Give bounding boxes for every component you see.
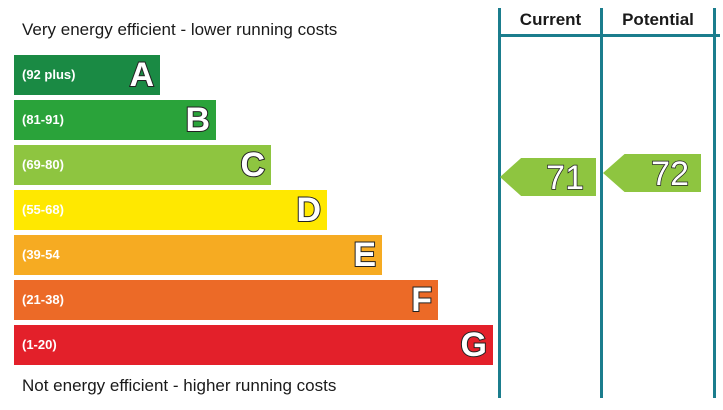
potential-column-header: Potential [622,10,694,29]
band-d: (55-68) D [14,190,327,230]
current-rating-value: 71 [545,158,584,197]
current-column-header: Current [519,10,582,29]
band-range-label: (69-80) [22,157,64,172]
band-g: (1-20) G [14,325,493,365]
band-letter: A [128,55,155,95]
band-f: (21-38) F [14,280,438,320]
potential-rating-arrow: 72 [603,154,701,192]
current-column-divider [498,8,501,398]
top-caption: Very energy efficient - lower running co… [22,20,338,39]
band-e: (39-54 E [14,235,382,275]
header-divider [498,34,720,37]
band-letter: F [410,280,433,320]
bottom-caption: Not energy efficient - higher running co… [22,376,337,395]
band-letter: D [295,190,322,230]
potential-rating-value: 72 [650,154,689,193]
band-letter: E [352,235,377,275]
potential-column-divider [600,8,603,398]
band-b: (81-91) B [14,100,216,140]
band-range-label: (55-68) [22,202,64,217]
right-border [713,8,716,398]
band-range-label: (21-38) [22,292,64,307]
band-letter: B [184,100,211,140]
band-range-label: (1-20) [22,337,57,352]
band-range-label: (81-91) [22,112,64,127]
band-a: (92 plus) A [14,55,160,95]
band-range-label: (39-54 [22,247,60,262]
current-rating-arrow: 71 [500,158,596,196]
band-c: (69-80) C [14,145,271,185]
band-range-label: (92 plus) [22,67,76,82]
band-letter: C [239,145,266,185]
band-letter: G [460,325,488,365]
